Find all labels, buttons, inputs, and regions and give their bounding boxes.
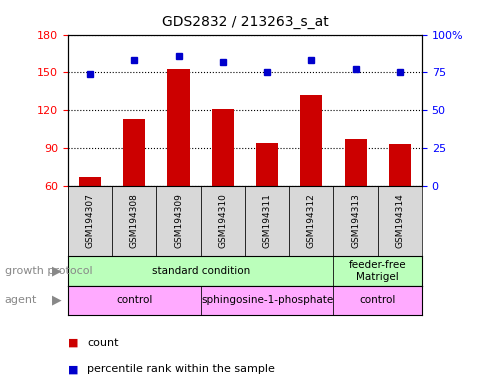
FancyBboxPatch shape <box>68 185 112 257</box>
Text: control: control <box>359 295 395 305</box>
Text: growth protocol: growth protocol <box>5 266 92 276</box>
Text: GSM194308: GSM194308 <box>130 194 138 248</box>
FancyBboxPatch shape <box>200 286 333 315</box>
Text: ▶: ▶ <box>52 294 62 307</box>
Bar <box>300 95 322 261</box>
Text: GSM194309: GSM194309 <box>174 194 182 248</box>
FancyBboxPatch shape <box>333 185 377 257</box>
Text: percentile rank within the sample: percentile rank within the sample <box>87 364 274 374</box>
Text: count: count <box>87 338 119 348</box>
FancyBboxPatch shape <box>377 185 421 257</box>
Text: GSM194312: GSM194312 <box>306 194 315 248</box>
Bar <box>256 143 277 261</box>
FancyBboxPatch shape <box>333 257 421 286</box>
Bar <box>212 109 233 261</box>
Bar <box>167 68 189 261</box>
FancyBboxPatch shape <box>68 286 200 315</box>
Text: ▶: ▶ <box>52 265 62 278</box>
Title: GDS2832 / 213263_s_at: GDS2832 / 213263_s_at <box>161 15 328 29</box>
Text: GSM194314: GSM194314 <box>394 194 404 248</box>
Text: control: control <box>116 295 152 305</box>
FancyBboxPatch shape <box>112 185 156 257</box>
FancyBboxPatch shape <box>68 257 333 286</box>
FancyBboxPatch shape <box>333 286 421 315</box>
Text: ■: ■ <box>68 338 78 348</box>
Bar <box>79 177 101 261</box>
Text: standard condition: standard condition <box>151 266 249 276</box>
Text: agent: agent <box>5 295 37 305</box>
FancyBboxPatch shape <box>288 185 333 257</box>
Text: GSM194313: GSM194313 <box>350 194 359 248</box>
Bar <box>123 119 145 261</box>
FancyBboxPatch shape <box>200 185 244 257</box>
FancyBboxPatch shape <box>244 185 288 257</box>
Text: sphingosine-1-phosphate: sphingosine-1-phosphate <box>200 295 333 305</box>
FancyBboxPatch shape <box>156 185 200 257</box>
Text: GSM194310: GSM194310 <box>218 194 227 248</box>
Bar <box>344 139 366 261</box>
Text: GSM194311: GSM194311 <box>262 194 271 248</box>
Bar <box>388 144 410 261</box>
Text: feeder-free
Matrigel: feeder-free Matrigel <box>348 260 406 282</box>
Text: ■: ■ <box>68 364 78 374</box>
Text: GSM194307: GSM194307 <box>85 194 94 248</box>
